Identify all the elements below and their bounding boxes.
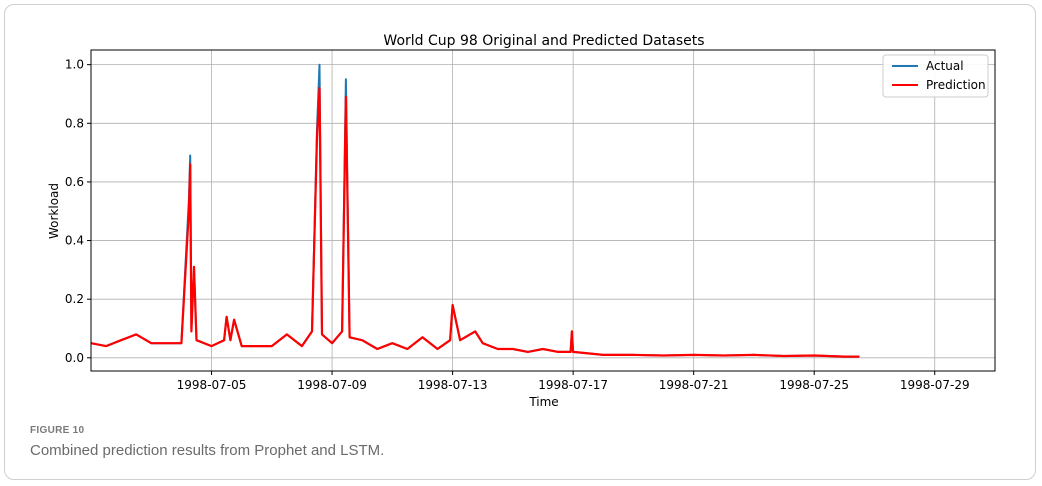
axis-ticks: 1998-07-05 1998-07-09 1998-07-13 1998-07-17… (65, 58, 970, 392)
y-tick-label: 0.0 (65, 351, 84, 365)
y-axis-label: Workload (47, 183, 61, 239)
x-tick-label: 1998-07-25 (779, 378, 849, 392)
figure-label: FIGURE 10 (30, 425, 85, 436)
x-tick-label: 1998-07-09 (297, 378, 367, 392)
y-tick-label: 0.4 (65, 234, 84, 248)
series-line-actual (90, 63, 860, 358)
plot-area-border (90, 49, 996, 372)
x-tick-label: 1998-07-29 (900, 378, 970, 392)
x-axis-label: Time (528, 395, 558, 409)
series-lines (90, 63, 860, 358)
x-tick-label: 1998-07-17 (538, 378, 608, 392)
x-tick-label: 1998-07-13 (418, 378, 488, 392)
series-line-prediction (90, 87, 860, 358)
figure-frame (4, 4, 1036, 480)
y-tick-label: 0.6 (65, 175, 84, 189)
y-tick-label: 0.2 (65, 292, 84, 306)
x-tick-label: 1998-07-21 (659, 378, 729, 392)
legend-label-actual: Actual (926, 59, 964, 73)
figure-caption: Combined prediction results from Prophet… (30, 442, 385, 459)
grid-lines (91, 50, 995, 371)
y-tick-label: 1.0 (65, 58, 84, 72)
y-tick-label: 0.8 (65, 116, 84, 130)
chart-legend: Actual Prediction (882, 54, 989, 98)
legend-label-prediction: Prediction (926, 78, 986, 92)
chart-title: World Cup 98 Original and Predicted Data… (383, 33, 704, 49)
x-tick-label: 1998-07-05 (177, 378, 247, 392)
